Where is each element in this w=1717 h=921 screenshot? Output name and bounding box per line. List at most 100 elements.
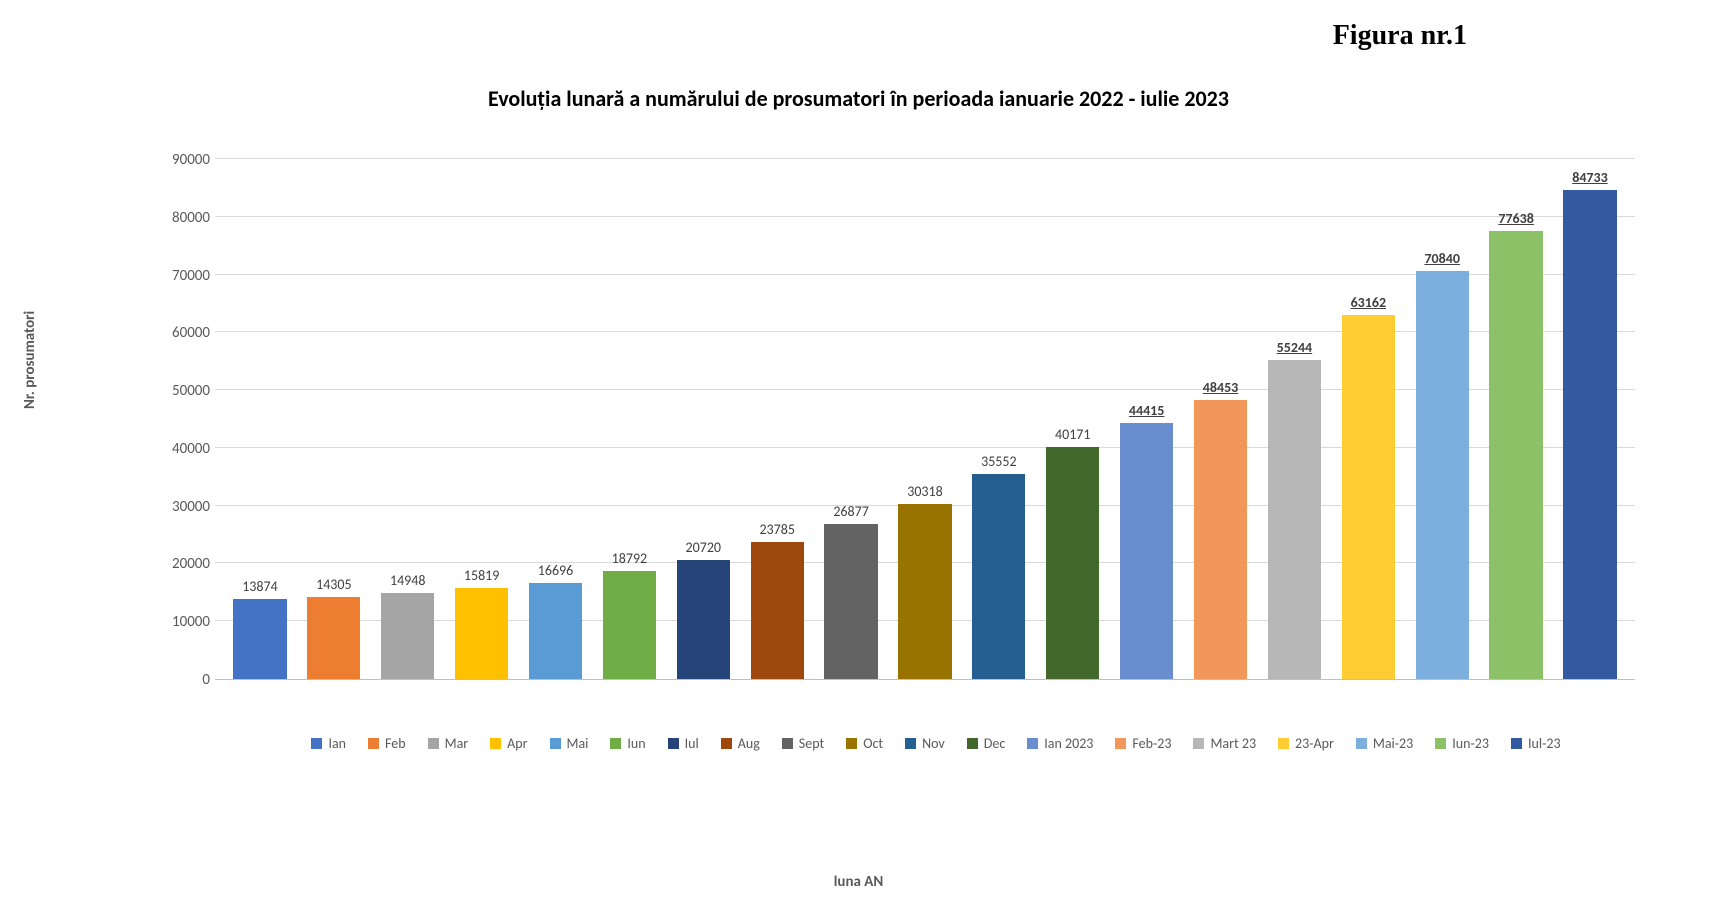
- legend-label: Dec: [984, 735, 1006, 752]
- legend-item: Feb-23: [1115, 735, 1171, 752]
- legend-swatch: [1115, 738, 1126, 749]
- bar: [898, 504, 951, 679]
- bar-wrapper: 14305: [297, 160, 371, 679]
- legend-swatch: [1278, 738, 1289, 749]
- bar-wrapper: 84733: [1553, 160, 1627, 679]
- legend-item: Oct: [846, 735, 883, 752]
- bar: [1489, 231, 1542, 679]
- legend-swatch: [782, 738, 793, 749]
- bar-value-label: 23785: [759, 521, 794, 538]
- legend-swatch: [368, 738, 379, 749]
- legend: Ian Feb Mar Apr Mai Iun Iul Aug Sept Oct Nov Dec Ian…: [215, 735, 1657, 752]
- legend-item: Apr: [490, 735, 527, 752]
- y-tick-label: 80000: [172, 209, 210, 227]
- bar-value-label: 26877: [833, 503, 868, 520]
- bar-value-label: 20720: [686, 539, 721, 556]
- bar: [824, 524, 877, 679]
- legend-label: Iun: [627, 735, 645, 752]
- y-tick-label: 20000: [172, 555, 210, 573]
- legend-swatch: [905, 738, 916, 749]
- legend-swatch: [1435, 738, 1446, 749]
- legend-label: Feb-23: [1132, 735, 1171, 752]
- y-tick-label: 50000: [172, 382, 210, 400]
- bar: [307, 597, 360, 679]
- bar: [751, 542, 804, 679]
- legend-label: Oct: [863, 735, 883, 752]
- legend-swatch: [550, 738, 561, 749]
- legend-label: Ian 2023: [1044, 735, 1093, 752]
- bar: [1120, 423, 1173, 679]
- bar-wrapper: 55244: [1257, 160, 1331, 679]
- legend-label: Ian: [328, 735, 346, 752]
- legend-label: Sept: [799, 735, 824, 752]
- bar-value-label: 44415: [1129, 402, 1164, 419]
- bar-value-label: 55244: [1277, 339, 1312, 356]
- bars-container: 1387414305149481581916696187922072023785…: [215, 160, 1635, 679]
- bar: [381, 593, 434, 679]
- bar-value-label: 16696: [538, 562, 573, 579]
- bar: [972, 474, 1025, 679]
- y-axis-label: Nr. prosumatori: [21, 311, 39, 409]
- legend-item: Iul: [668, 735, 699, 752]
- bar-wrapper: 48453: [1184, 160, 1258, 679]
- legend-swatch: [721, 738, 732, 749]
- legend-swatch: [1511, 738, 1522, 749]
- chart-title: Evoluția lunară a numărului de prosumato…: [0, 85, 1717, 112]
- bar-wrapper: 77638: [1479, 160, 1553, 679]
- bar-wrapper: 35552: [962, 160, 1036, 679]
- legend-label: Iul-23: [1528, 735, 1561, 752]
- bar-wrapper: 15819: [445, 160, 519, 679]
- bar-wrapper: 18792: [592, 160, 666, 679]
- legend-item: Iun: [610, 735, 645, 752]
- x-axis-label: luna AN: [0, 873, 1717, 891]
- legend-item: Nov: [905, 735, 945, 752]
- bar-value-label: 18792: [612, 550, 647, 567]
- legend-label: Mar: [445, 735, 469, 752]
- bar: [1046, 447, 1099, 679]
- legend-item: Mai: [550, 735, 589, 752]
- bar: [1194, 400, 1247, 679]
- bar: [1563, 190, 1616, 679]
- legend-swatch: [428, 738, 439, 749]
- legend-item: Dec: [967, 735, 1006, 752]
- legend-item: Iun-23: [1435, 735, 1489, 752]
- plot-area: 1387414305149481581916696187922072023785…: [215, 160, 1635, 680]
- bar-wrapper: 16696: [519, 160, 593, 679]
- legend-swatch: [1193, 738, 1204, 749]
- legend-item: Ian 2023: [1027, 735, 1093, 752]
- legend-item: Mar: [428, 735, 469, 752]
- legend-item: Aug: [721, 735, 760, 752]
- bar: [455, 588, 508, 679]
- y-tick-label: 60000: [172, 324, 210, 342]
- legend-label: Apr: [507, 735, 527, 752]
- bar-wrapper: 30318: [888, 160, 962, 679]
- legend-label: 23-Apr: [1295, 735, 1334, 752]
- legend-item: Sept: [782, 735, 824, 752]
- legend-swatch: [1027, 738, 1038, 749]
- legend-swatch: [610, 738, 621, 749]
- bar: [1416, 271, 1469, 680]
- legend-label: Mai-23: [1373, 735, 1413, 752]
- legend-swatch: [967, 738, 978, 749]
- legend-swatch: [668, 738, 679, 749]
- bar-wrapper: 23785: [740, 160, 814, 679]
- y-tick-label: 70000: [172, 267, 210, 285]
- legend-item: Mart 23: [1193, 735, 1256, 752]
- y-tick-label: 90000: [172, 151, 210, 169]
- bar-value-label: 48453: [1203, 379, 1238, 396]
- bar: [1342, 315, 1395, 679]
- legend-label: Nov: [922, 735, 945, 752]
- y-tick-label: 0: [202, 671, 210, 689]
- legend-item: Iul-23: [1511, 735, 1561, 752]
- legend-label: Feb: [385, 735, 406, 752]
- y-tick-label: 10000: [172, 613, 210, 631]
- legend-label: Aug: [738, 735, 760, 752]
- legend-swatch: [846, 738, 857, 749]
- bar-value-label: 40171: [1055, 426, 1090, 443]
- legend-label: Mart 23: [1210, 735, 1256, 752]
- bar: [233, 599, 286, 679]
- bar-value-label: 13874: [242, 578, 277, 595]
- bar-value-label: 15819: [464, 567, 499, 584]
- bar-value-label: 77638: [1498, 210, 1533, 227]
- bar-wrapper: 40171: [1036, 160, 1110, 679]
